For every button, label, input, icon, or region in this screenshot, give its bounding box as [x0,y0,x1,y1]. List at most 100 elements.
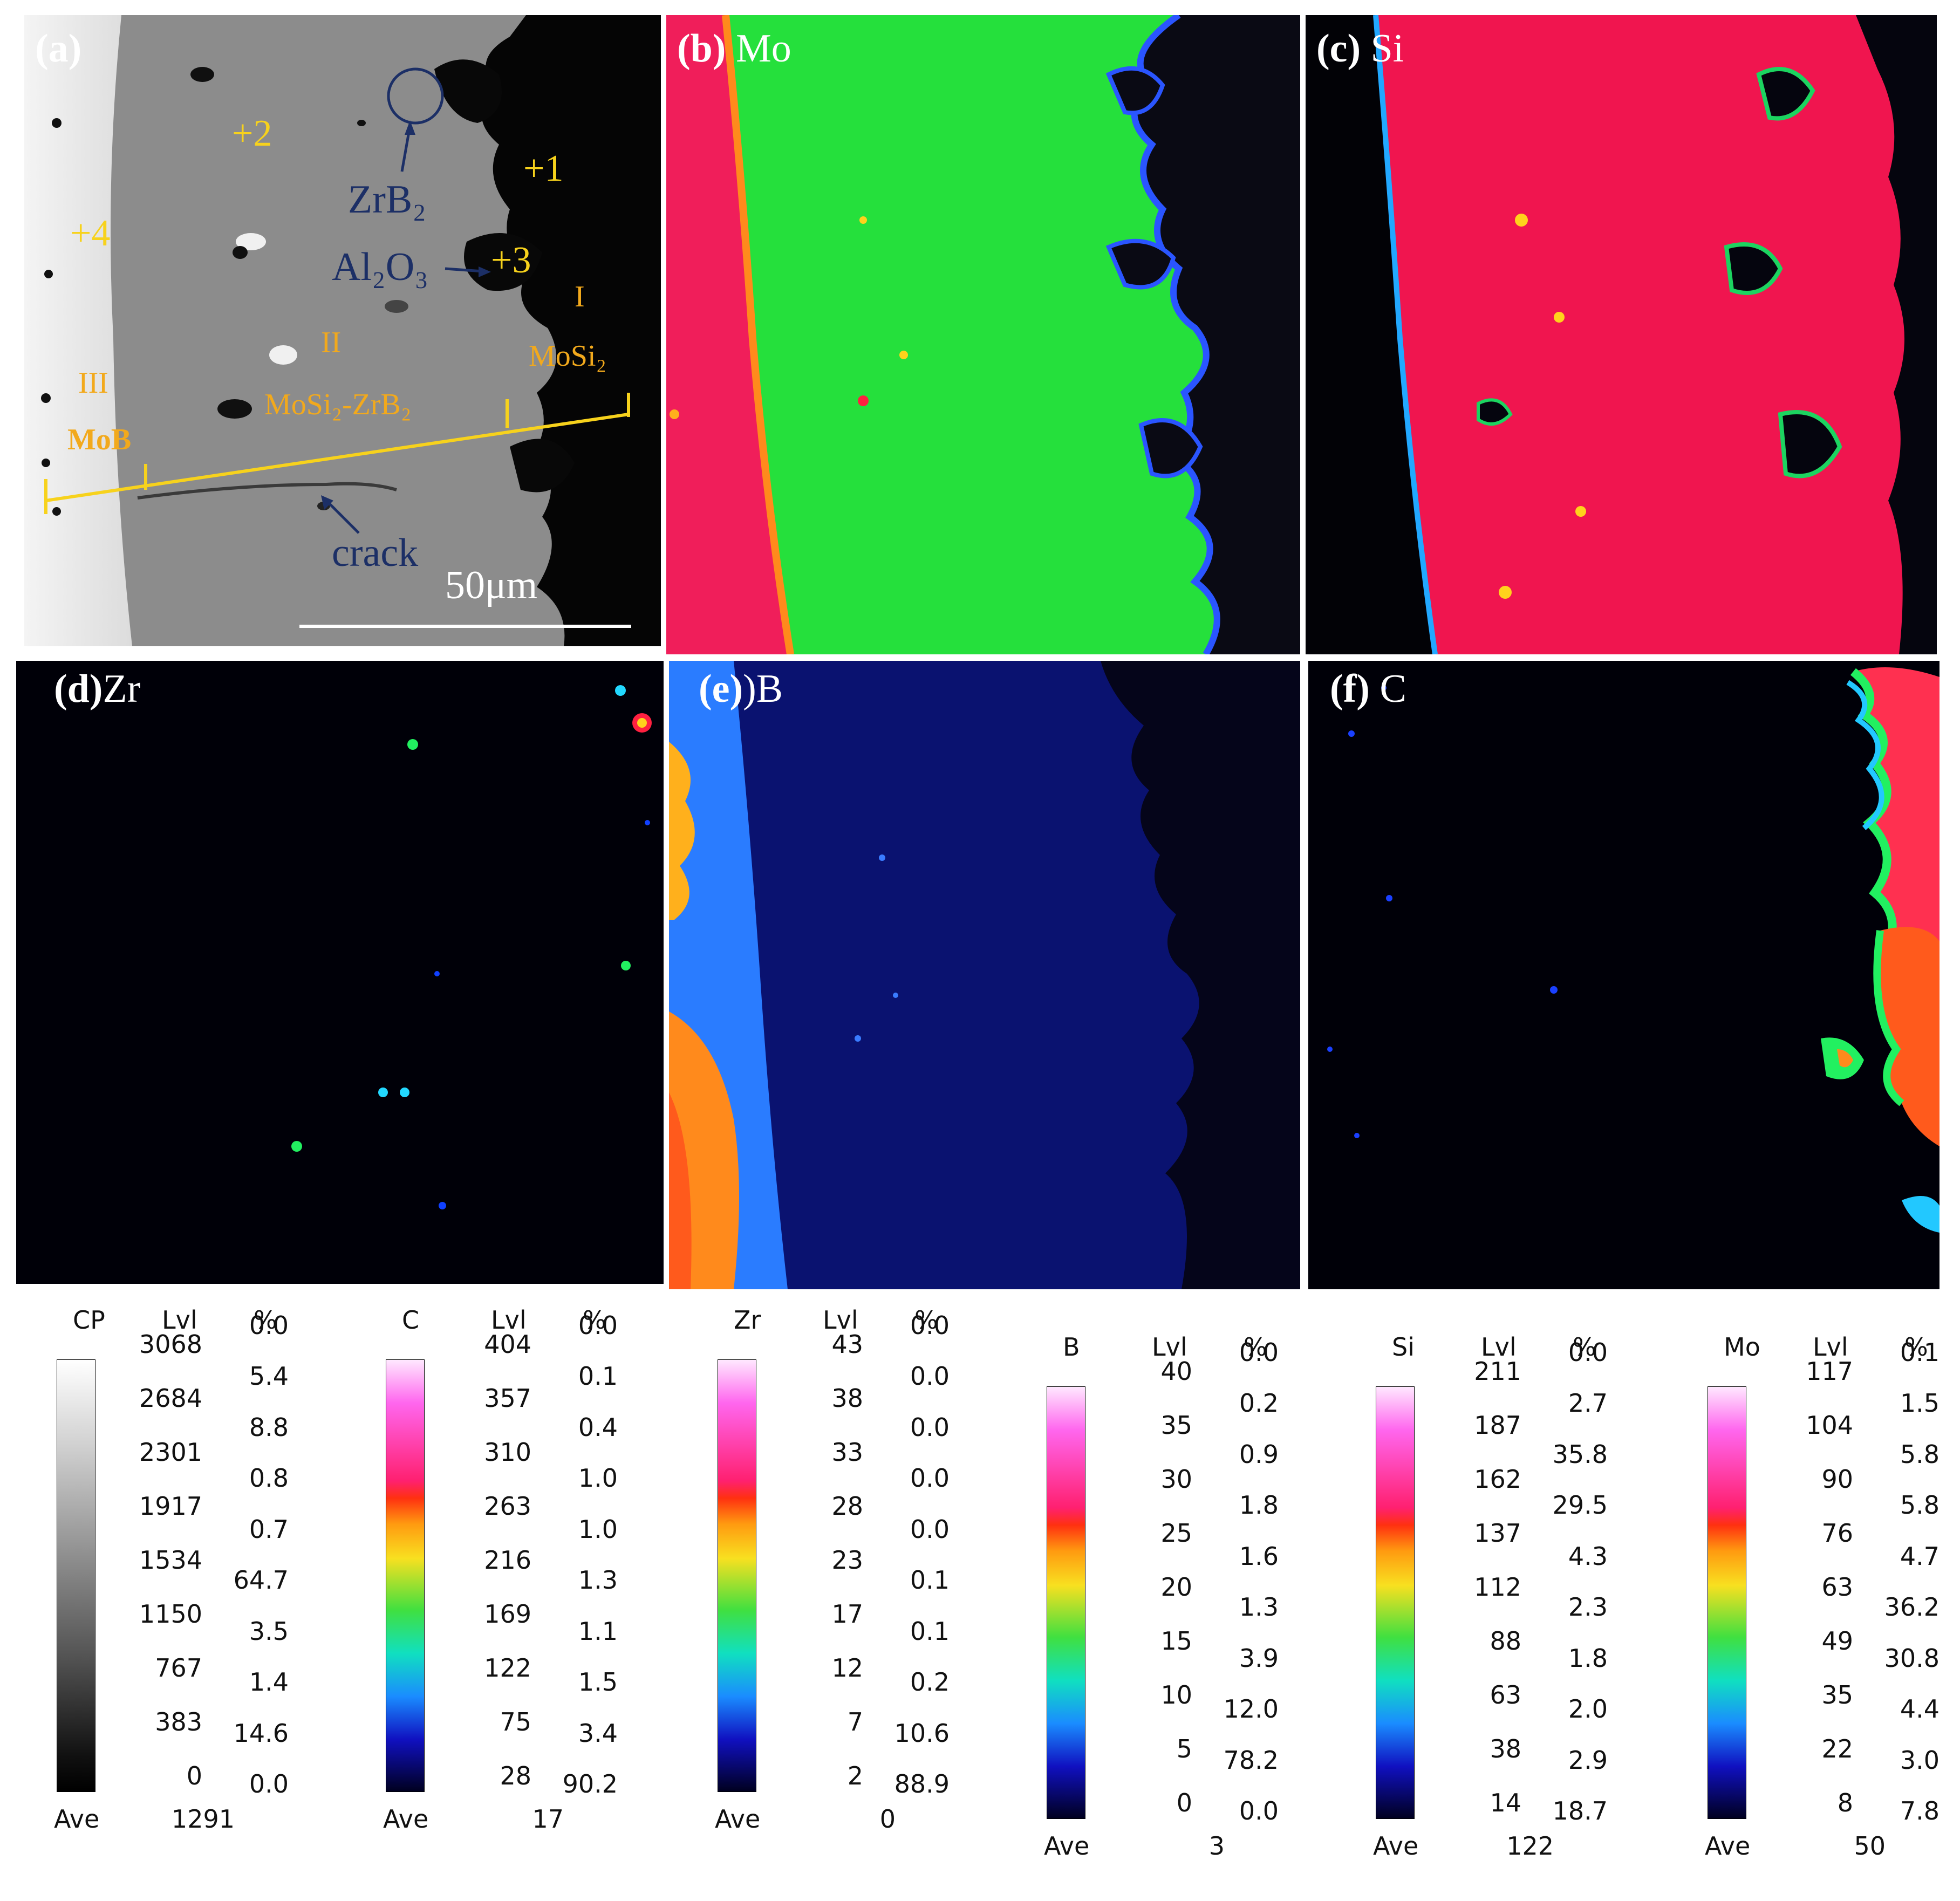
legend-percent-value: 90.2 [562,1769,618,1799]
legend-level-value: 357 [484,1384,531,1413]
si-map-image [1306,15,1937,654]
legend-level-value: 2684 [139,1384,202,1413]
legend-level-value: 112 [1474,1572,1521,1602]
panel-b-element: Mo [726,26,791,71]
legend-percent-value: 30.8 [1884,1643,1939,1673]
al2o3-label: Al₂O₃ [332,245,429,289]
legend-level-value: 383 [155,1707,202,1736]
legend-percent-value: 0.0 [249,1769,289,1799]
color-scale-legends: CP Lvl% 3068 2684 2301 1917 1534 1150 767 383 0 0.0… [0,1305,1960,1899]
legend-percent-value: 35.8 [1552,1439,1608,1469]
legend-level-value: 12 [831,1653,863,1683]
legend-percent-value: 2.0 [1568,1694,1608,1724]
legend-percent-value: 0.4 [578,1412,618,1442]
legend-percent-value: 0.1 [910,1565,950,1595]
legend-percent-value: 0.8 [249,1464,289,1493]
panel-d-letter: (d) [54,667,103,711]
c-map-image [1308,661,1939,1289]
legend-percent-value: 3.9 [1239,1643,1279,1673]
legend-percent-value: 1.8 [1568,1643,1608,1673]
legend-percent-value: 4.3 [1568,1541,1608,1571]
panel-a-letter: (a) [35,26,82,71]
legend-percent-value: 0.1 [910,1616,950,1646]
legend-average-value: 122 [1506,1831,1554,1861]
zone-I-label: I [575,280,585,313]
legend-title: C [402,1305,420,1335]
legend-percent-value: 0.0 [910,1514,950,1544]
legend-percent-value: 8.8 [249,1412,289,1442]
legend-level-value: 162 [1474,1465,1521,1494]
legend-percent-value: 1.6 [1239,1541,1279,1571]
legend-percent-value: 1.5 [578,1667,618,1697]
legend-level-value: 169 [484,1599,531,1629]
legend-level-value: 20 [1160,1572,1192,1602]
legend-color-bar [1047,1386,1085,1819]
legend-percent-value: 5.8 [1900,1439,1939,1469]
legend-level-value: 63 [1490,1680,1521,1709]
legend-percent-value: 36.2 [1884,1592,1939,1622]
legend-level-value: 137 [1474,1519,1521,1548]
legend-color-bar [57,1359,95,1792]
legend-average-value: 50 [1854,1831,1886,1861]
legend-level-value: 14 [1490,1788,1521,1817]
legend-level-value: 28 [500,1761,531,1790]
legend-lvl-header: Lvl [162,1305,197,1335]
legend-percent-value: 5.8 [1900,1490,1939,1520]
legend-level-value: 63 [1821,1572,1853,1602]
legend-percent-value: 5.4 [249,1362,289,1391]
legend-level-value: 28 [831,1492,863,1521]
legend-average-value: 1291 [171,1804,235,1834]
legend-percent-value: 0.9 [1239,1439,1279,1469]
point-3-label: +3 [491,240,531,281]
legend-color-bar [386,1359,425,1792]
legend-level-value: 1917 [139,1492,202,1521]
legend-level-value: 25 [1160,1519,1192,1548]
legend-percent-value: 2.9 [1568,1745,1608,1775]
legend-percent-value: 1.3 [578,1565,618,1595]
legend-level-value: 122 [484,1653,531,1683]
legend-cp: CP Lvl% 3068 2684 2301 1917 1534 1150 767 383 0 0.0… [51,1305,321,1845]
legend-mo: Mo Lvl% 117 104 90 76 63 49 35 22 8 0.1 1.5 5.8 5.8 4.7… [1702,1332,1960,1872]
zone-II-label: II [321,326,342,359]
legend-average-label: Ave [1044,1831,1090,1861]
legend-percent-value: 78.2 [1223,1745,1279,1775]
legend-percent-value: 0.1 [578,1362,618,1391]
panel-f-c-map: (f) C [1308,661,1939,1289]
legend-level-value: 1150 [139,1599,202,1629]
panel-a-sem-image: (a) +2 +1 +4 +3 ZrB₂ Al₂O₃ crack I II II… [24,15,661,646]
legend-level-value: 2301 [139,1438,202,1467]
legend-level-value: 23 [831,1546,863,1575]
legend-percent-value: 0.0 [1239,1338,1279,1367]
crack-label: crack [332,531,419,575]
legend-pct-header: % [583,1305,606,1335]
legend-average-label: Ave [715,1804,761,1834]
legend-level-value: 88 [1490,1626,1521,1656]
legend-level-value: 767 [155,1653,202,1683]
legend-b: B Lvl% 40 35 30 25 20 15 10 5 0 0.0 0.2 0.9 1.8 1.6 1.3 3… [1041,1332,1311,1872]
legend-percent-value: 88.9 [894,1769,950,1799]
legend-lvl-header: Lvl [1481,1332,1517,1362]
legend-level-value: 38 [1490,1734,1521,1763]
legend-percent-value: 0.7 [249,1514,289,1544]
legend-level-value: 17 [831,1599,863,1629]
legend-pct-header: % [914,1305,938,1335]
legend-percent-value: 12.0 [1223,1694,1279,1724]
legend-level-value: 187 [1474,1411,1521,1440]
legend-level-value: 0 [186,1761,202,1790]
legend-average-label: Ave [1373,1831,1419,1861]
legend-level-value: 35 [1160,1411,1192,1440]
legend-level-value: 38 [831,1384,863,1413]
legend-c: C Lvl% 404 357 310 263 216 169 122 75 28 0.0 0.1 0.4 1… [380,1305,650,1845]
legend-percent-value: 0.0 [578,1311,618,1340]
legend-level-value: 216 [484,1546,531,1575]
legend-lvl-header: Lvl [823,1305,858,1335]
legend-percent-value: 1.0 [578,1464,618,1493]
legend-level-value: 104 [1806,1411,1853,1440]
panel-b-letter: (b) [677,26,726,71]
legend-pct-header: % [254,1305,277,1335]
legend-level-value: 33 [831,1438,863,1467]
panel-f-element: C [1369,667,1406,711]
legend-average-value: 17 [532,1804,564,1834]
legend-color-bar [1708,1386,1746,1819]
point-4-label: +4 [70,213,111,254]
